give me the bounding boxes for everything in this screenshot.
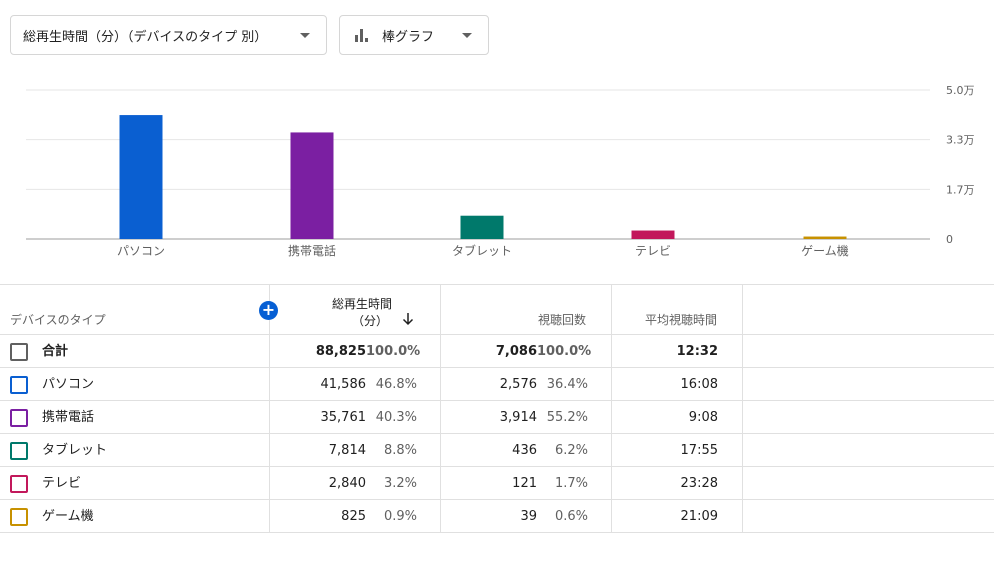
table-row: 合計 88,825 100.0% 7,086 100.0% 12:32: [0, 335, 994, 368]
bar[interactable]: [119, 115, 163, 239]
row-checkbox[interactable]: [10, 343, 28, 361]
x-category-label: タブレット: [452, 243, 512, 258]
row-avg-duration: 21:09: [680, 509, 718, 524]
device-table: デバイスのタイプ + 総再生時間 （分） 視聴回数 平均視聴時間 合計 88,82…: [0, 284, 994, 533]
metric-dropdown-label: 総再生時間（分）（デバイスのタイプ 別）: [23, 29, 268, 45]
row-views-pct: 36.4%: [546, 377, 588, 392]
row-watch-time: 88,825: [315, 344, 366, 359]
row-views-pct: 100.0%: [537, 344, 592, 359]
row-avg-duration: 23:28: [680, 476, 718, 491]
row-watch-time: 35,761: [320, 410, 367, 425]
row-views: 7,086: [495, 344, 537, 359]
row-device-name: ゲーム機: [42, 509, 94, 524]
bar-chart-icon: [355, 28, 368, 42]
sort-down-arrow-icon: [402, 313, 414, 326]
table-row: テレビ 2,840 3.2% 121 1.7% 23:28: [0, 467, 994, 500]
bar[interactable]: [631, 230, 675, 239]
table-row: 携帯電話 35,761 40.3% 3,914 55.2% 9:08: [0, 401, 994, 434]
row-watch-time: 2,840: [328, 476, 366, 491]
row-checkbox[interactable]: [10, 442, 28, 460]
row-views: 436: [512, 443, 537, 458]
row-avg-duration: 9:08: [688, 410, 718, 425]
x-category-label: ゲーム機: [801, 243, 849, 258]
row-views: 3,914: [499, 410, 537, 425]
row-watch-time-pct: 40.3%: [375, 410, 417, 425]
row-watch-time-pct: 0.9%: [383, 509, 417, 524]
row-checkbox[interactable]: [10, 376, 28, 394]
bar-chart: 5.0万 3.3万 1.7万 0 パソコン 携帯電話 タブレット テレビ ゲーム機: [26, 84, 975, 258]
row-watch-time: 7,814: [328, 443, 366, 458]
bar[interactable]: [460, 215, 504, 239]
bar[interactable]: [803, 236, 847, 239]
table-row: パソコン 41,586 46.8% 2,576 36.4% 16:08: [0, 368, 994, 401]
header-watch-time-label: 総再生時間: [332, 297, 393, 311]
header-watch-time-unit: （分）: [352, 314, 389, 328]
x-category-label: 携帯電話: [288, 243, 336, 258]
row-views-pct: 55.2%: [546, 410, 588, 425]
row-device-name: タブレット: [42, 443, 108, 458]
header-views[interactable]: 視聴回数: [538, 313, 587, 327]
header-avg-view-duration[interactable]: 平均視聴時間: [645, 313, 718, 327]
row-avg-duration: 17:55: [680, 443, 718, 458]
row-watch-time: 825: [341, 509, 366, 524]
table-body: 合計 88,825 100.0% 7,086 100.0% 12:32 パソコン 41,586…: [0, 335, 994, 533]
row-device-name: パソコン: [42, 377, 95, 392]
row-device-name: 携帯電話: [42, 410, 95, 425]
table-header: デバイスのタイプ + 総再生時間 （分） 視聴回数 平均視聴時間: [0, 285, 994, 335]
chevron-down-icon: [462, 33, 472, 38]
header-device-type: デバイスのタイプ: [10, 313, 106, 327]
y-tick-label: 3.3万: [946, 134, 975, 147]
row-views: 121: [512, 476, 537, 491]
y-tick-label: 5.0万: [946, 84, 975, 97]
row-views: 39: [520, 509, 537, 524]
row-watch-time-pct: 46.8%: [375, 377, 417, 392]
row-avg-duration: 12:32: [676, 344, 718, 359]
row-device-name: テレビ: [42, 476, 82, 491]
bar[interactable]: [290, 132, 334, 239]
add-metric-button[interactable]: +: [259, 301, 278, 320]
row-views-pct: 6.2%: [554, 443, 588, 458]
header-watch-time[interactable]: 総再生時間 （分）: [280, 295, 430, 331]
table-row: タブレット 7,814 8.8% 436 6.2% 17:55: [0, 434, 994, 467]
row-views-pct: 0.6%: [554, 509, 588, 524]
y-tick-label: 0: [946, 233, 953, 246]
metric-dropdown[interactable]: 総再生時間（分）（デバイスのタイプ 別）: [10, 15, 327, 55]
row-watch-time-pct: 100.0%: [366, 344, 421, 359]
row-watch-time-pct: 3.2%: [383, 476, 417, 491]
row-checkbox[interactable]: [10, 475, 28, 493]
table-row: ゲーム機 825 0.9% 39 0.6% 21:09: [0, 500, 994, 533]
row-checkbox[interactable]: [10, 409, 28, 427]
row-avg-duration: 16:08: [680, 377, 718, 392]
chart-type-dropdown[interactable]: 棒グラフ: [339, 15, 489, 55]
row-device-name: 合計: [42, 344, 69, 359]
y-tick-label: 1.7万: [946, 183, 975, 196]
x-category-label: パソコン: [117, 244, 165, 258]
x-category-label: テレビ: [635, 244, 671, 258]
row-checkbox[interactable]: [10, 508, 28, 526]
chart-type-label: 棒グラフ: [382, 29, 435, 45]
row-watch-time: 41,586: [320, 377, 367, 392]
chevron-down-icon: [300, 33, 310, 38]
row-views: 2,576: [499, 377, 537, 392]
row-watch-time-pct: 8.8%: [383, 443, 417, 458]
row-views-pct: 1.7%: [554, 476, 588, 491]
